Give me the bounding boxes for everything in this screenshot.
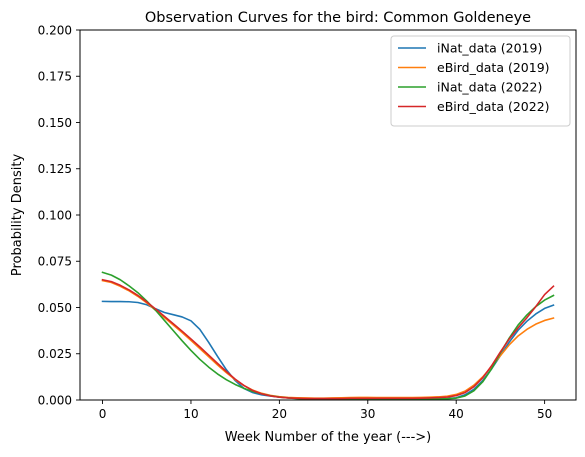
- x-tick-label: 30: [360, 407, 375, 421]
- y-axis-label: Probability Density: [10, 154, 25, 277]
- legend-label-2: iNat_data (2022): [437, 80, 542, 95]
- y-tick-label: 0.175: [38, 70, 72, 84]
- legend-label-1: eBird_data (2019): [437, 60, 550, 75]
- y-tick-label: 0.100: [38, 208, 72, 222]
- series-layer: [101, 271, 555, 400]
- chart-title: Observation Curves for the bird: Common …: [145, 10, 531, 26]
- x-tick-label: 20: [272, 407, 287, 421]
- x-tick-label: 50: [537, 407, 552, 421]
- y-tick-label: 0.050: [38, 301, 72, 315]
- x-tick-label: 40: [449, 407, 464, 421]
- y-tick-label: 0.125: [38, 162, 72, 176]
- x-tick-label: 0: [99, 407, 107, 421]
- y-tick-label: 0.075: [38, 255, 72, 269]
- y-tick-label: 0.150: [38, 116, 72, 130]
- y-tick-label: 0.025: [38, 347, 72, 361]
- series-line-3: [101, 278, 555, 400]
- legend: iNat_data (2019) eBird_data (2019) iNat_da…: [390, 35, 571, 127]
- x-tick-label: 10: [183, 407, 198, 421]
- y-tick-label: 0.000: [38, 393, 72, 407]
- y-axis: 0.000 0.025 0.050 0.075 0.100 0.125 0.150 0.175…: [38, 23, 80, 407]
- legend-box: [390, 35, 571, 127]
- legend-label-3: eBird_data (2022): [437, 99, 550, 114]
- legend-label-0: iNat_data (2019): [437, 41, 542, 56]
- x-axis-label: Week Number of the year (--->): [225, 430, 431, 445]
- y-tick-label: 0.200: [38, 23, 72, 37]
- x-axis: 0 10 20 30 40 50: [99, 400, 552, 421]
